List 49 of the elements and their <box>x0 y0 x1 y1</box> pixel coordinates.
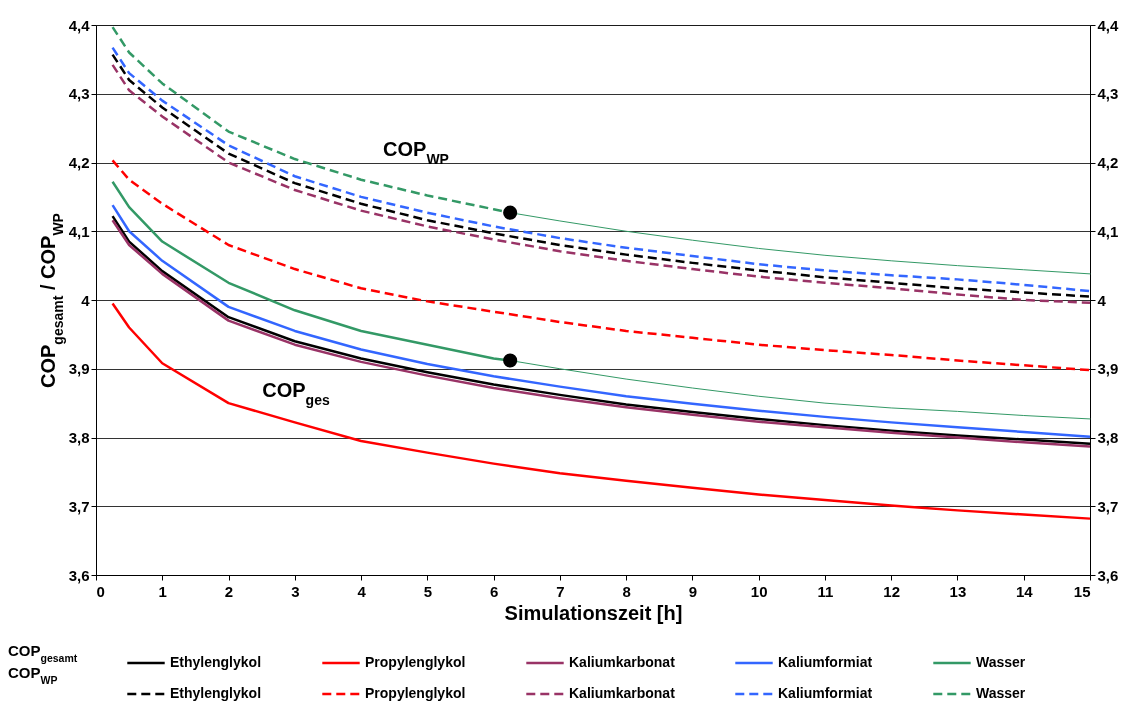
legend-label: Kaliumkarbonat <box>569 685 676 701</box>
x-tick-label: 4 <box>357 582 367 600</box>
text: COP$_{WP}$ <box>8 664 58 686</box>
x-tick-label: 12 <box>883 582 901 600</box>
y-tick-label: 4 <box>81 291 91 309</box>
y2-tick-label: 4,2 <box>1097 154 1119 171</box>
y2-tick-label: 4,3 <box>1097 85 1119 103</box>
x-tick-label: 2 <box>224 582 234 600</box>
x-tick-label: 6 <box>489 582 499 600</box>
legend-label: Wasser <box>976 654 1026 670</box>
y-tick-label: 4,1 <box>68 222 90 240</box>
y2-tick-label: 3,8 <box>1097 429 1119 446</box>
x-axis-title: Simulationszeit [h] <box>504 601 683 624</box>
y2-tick-label: 3,6 <box>1097 566 1119 584</box>
x-tick-label: 9 <box>688 582 698 600</box>
x-tick-label: 13 <box>949 582 967 600</box>
y-tick-label: 4,2 <box>68 154 90 171</box>
y2-tick-label: 3,7 <box>1097 497 1119 515</box>
x-tick-label: 7 <box>556 582 565 600</box>
x-tick-label: 14 <box>1015 582 1034 600</box>
y2-tick-label: 4,1 <box>1097 222 1119 240</box>
legend-label: Kaliumkarbonat <box>569 654 676 670</box>
y-tick-label: 3,6 <box>68 566 90 584</box>
x-tick-label: 0 <box>96 582 105 600</box>
legend-label: Ethylenglykol <box>170 654 262 670</box>
legend-label: Propylenglykol <box>365 654 466 670</box>
y-tick-label: 4,3 <box>68 85 90 103</box>
y-tick-label: 4,4 <box>68 16 91 34</box>
legend-label: Wasser <box>976 685 1026 701</box>
annotation: COP$_{ges}$ <box>262 379 330 408</box>
y2-tick-label: 4,4 <box>1097 16 1120 34</box>
y2-tick-label: 4 <box>1097 291 1107 309</box>
y2-tick-label: 3,9 <box>1097 360 1119 378</box>
y-tick-label: 3,7 <box>68 497 90 515</box>
text: COP$_{gesamt}$ <box>8 642 78 664</box>
legend-label: Kaliumformiat <box>778 654 873 670</box>
legend-label: Propylenglykol <box>365 685 466 701</box>
legend-label: Kaliumformiat <box>778 685 873 701</box>
x-tick-label: 10 <box>750 582 768 600</box>
x-tick-label: 1 <box>158 582 167 600</box>
x-tick-label: 3 <box>291 582 300 600</box>
y-tick-label: 3,9 <box>68 360 90 378</box>
x-tick-label: 15 <box>1073 582 1091 600</box>
annotation: COP$_{WP}$ <box>383 138 449 167</box>
legend-label: Ethylenglykol <box>170 685 262 701</box>
x-tick-label: 5 <box>423 582 433 600</box>
x-tick-label: 8 <box>622 582 631 600</box>
y-tick-label: 3,8 <box>68 429 90 446</box>
x-tick-label: 11 <box>817 582 834 600</box>
